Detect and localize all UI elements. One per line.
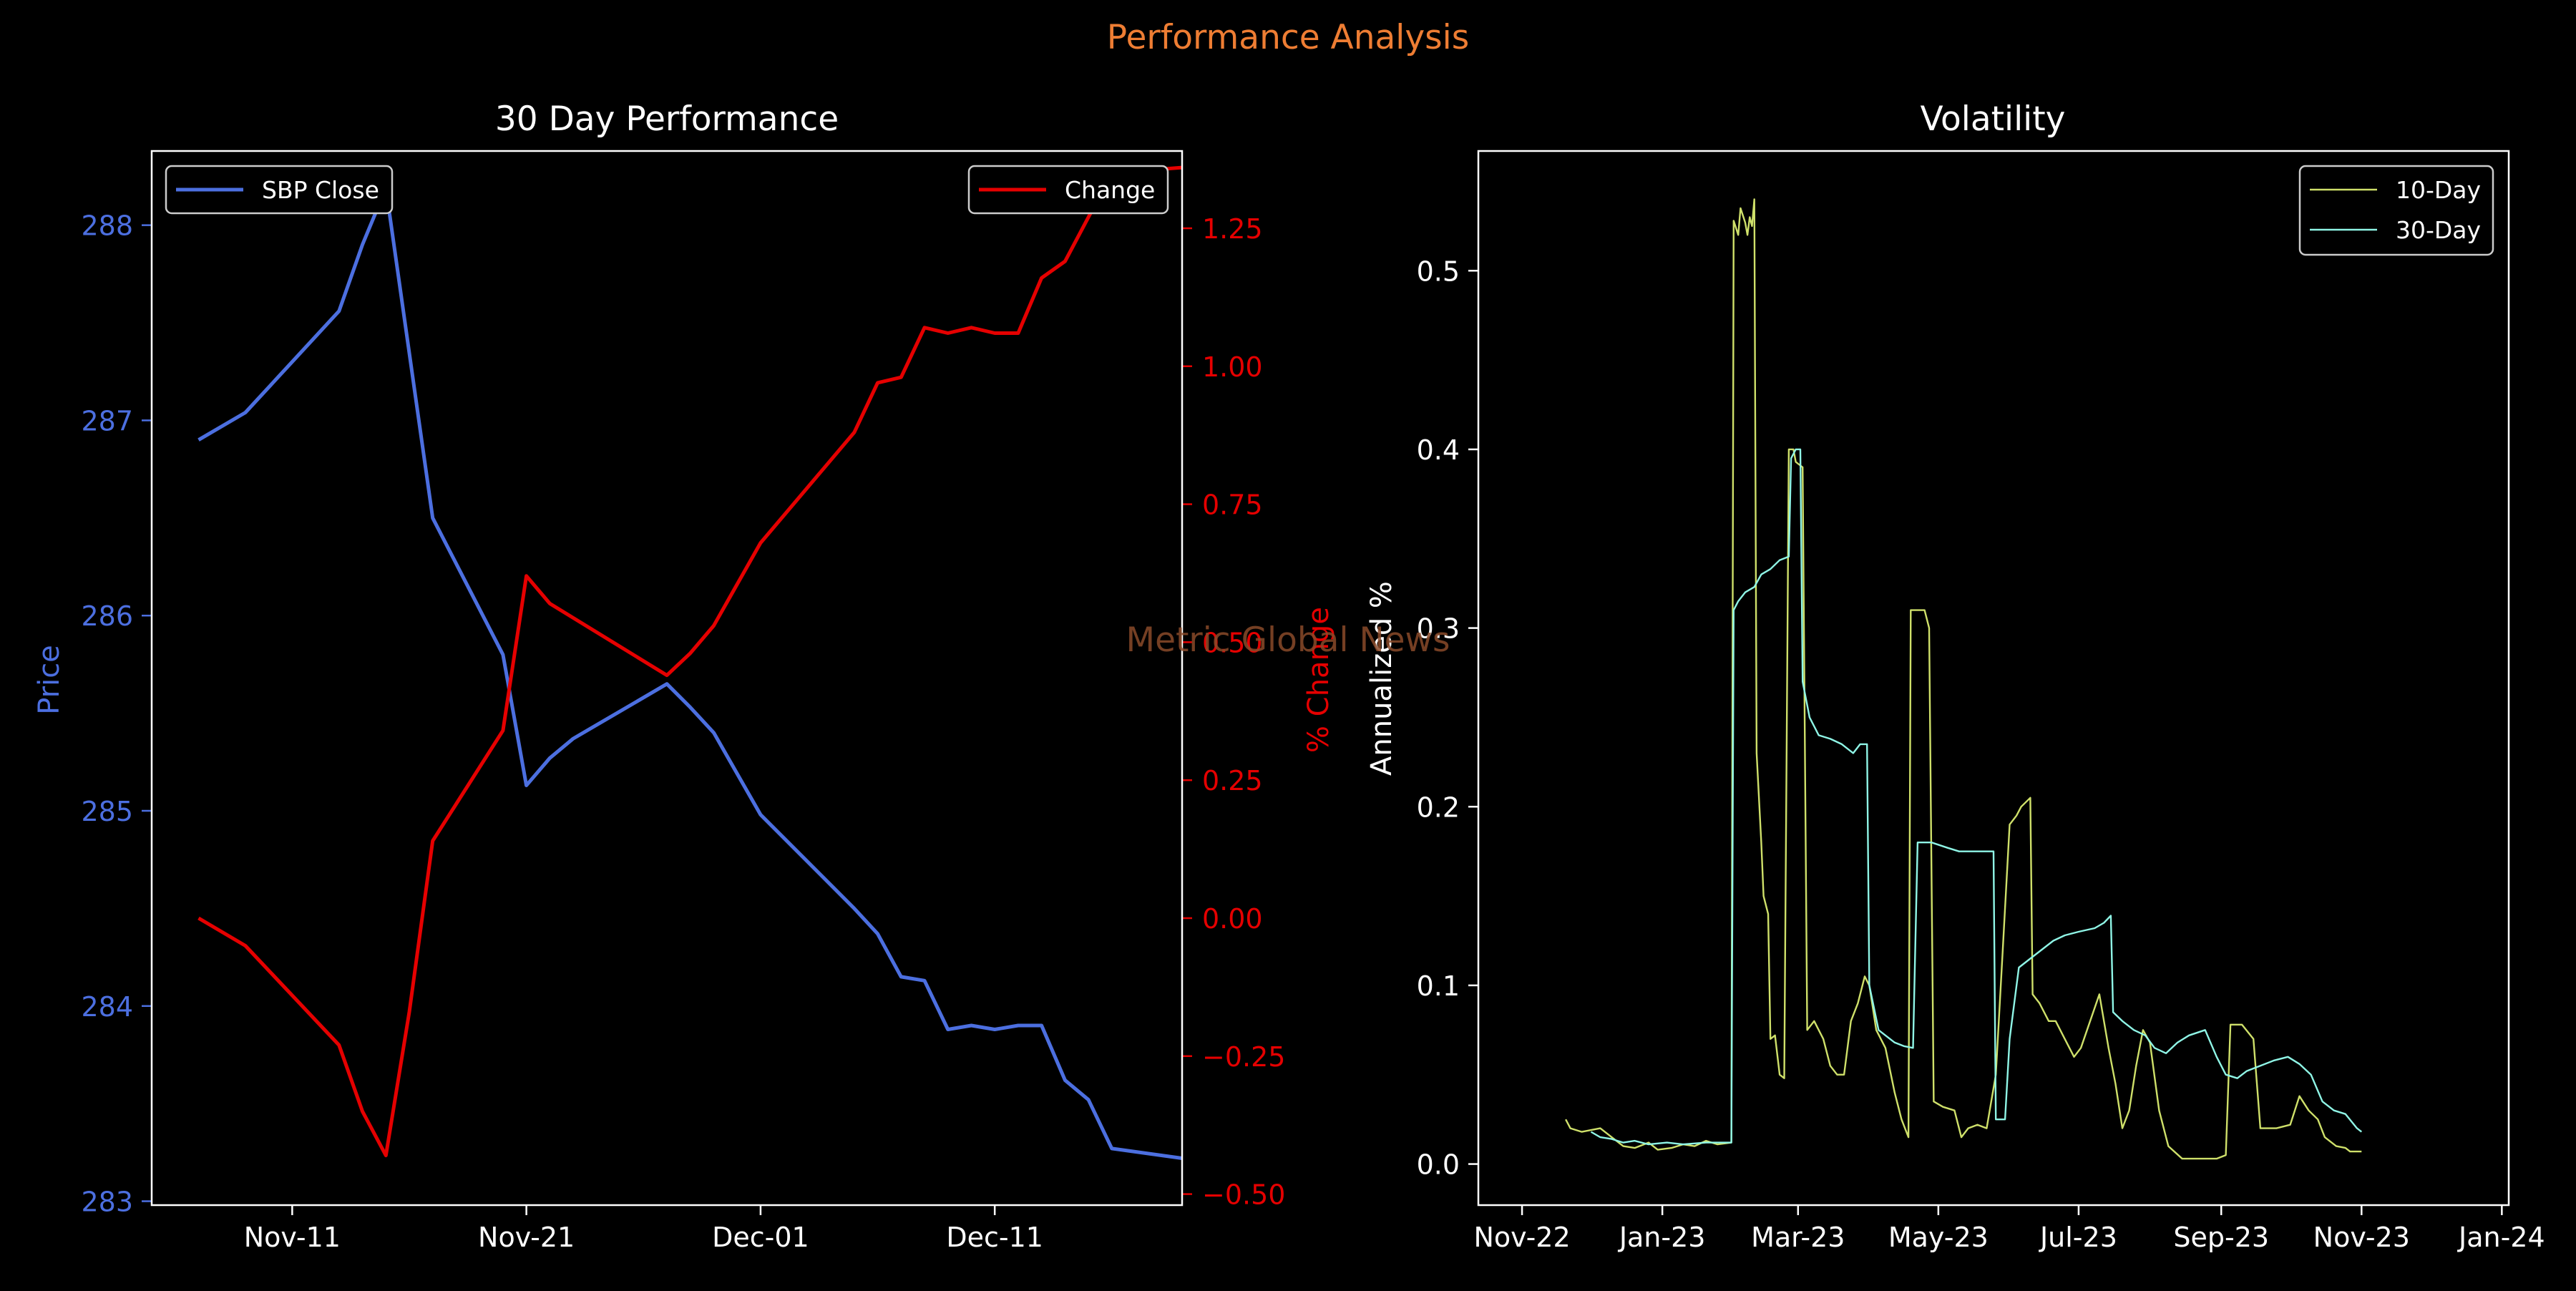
left-y-tick-label: 286 <box>81 600 133 632</box>
left-y2-tick-label: 1.00 <box>1202 351 1263 383</box>
left-y-tick-label: 283 <box>81 1187 133 1218</box>
left-y-tick-label: 285 <box>81 796 133 827</box>
legend-volatility: 10-Day 30-Day <box>2298 165 2494 256</box>
legend-change: Change <box>967 165 1169 215</box>
left-y2-tick-label: 0.25 <box>1202 765 1263 796</box>
right-title: Volatility <box>1921 99 2066 139</box>
series-10-day-line <box>1565 198 2362 1160</box>
left-y-ticks: 283 284 285 286 287 288 <box>81 210 152 1218</box>
left-x-tick-label: Dec-01 <box>712 1222 809 1253</box>
left-y2-tick-label: −0.50 <box>1202 1179 1285 1211</box>
left-x-tick-label: Nov-21 <box>478 1222 575 1253</box>
left-y2-axis-label: % Change <box>1302 607 1335 753</box>
right-x-tick-label: Jul-23 <box>2039 1222 2117 1253</box>
left-y2-tick-label: −0.25 <box>1202 1041 1285 1073</box>
left-plot-frame <box>150 150 1184 1207</box>
left-y2-ticks: −0.50 −0.25 0.00 0.25 0.50 0.75 1.00 1.25 <box>1182 213 1285 1211</box>
left-title: 30 Day Performance <box>495 99 839 139</box>
watermark-text: Metric Global News <box>1126 620 1450 660</box>
right-y-tick-label: 0.0 <box>1417 1149 1460 1181</box>
right-y-tick-label: 0.1 <box>1417 970 1460 1002</box>
right-x-tick-label: Jan-23 <box>1618 1222 1706 1253</box>
right-x-tick-label: Mar-23 <box>1751 1222 1845 1253</box>
left-y-tick-label: 288 <box>81 210 133 242</box>
series-change-line <box>197 165 1182 1158</box>
left-x-ticks: Nov-11 Nov-21 Dec-01 Dec-11 <box>244 1205 1043 1253</box>
right-plot-frame <box>1477 150 2510 1207</box>
left-y-tick-label: 287 <box>81 405 133 437</box>
right-y-tick-label: 0.5 <box>1417 255 1460 287</box>
left-x-tick-label: Nov-11 <box>244 1222 341 1253</box>
right-x-tick-label: Sep-23 <box>2173 1222 2269 1253</box>
legend-30-day-label: 30-Day <box>2396 216 2481 244</box>
right-y-axis-label: Annualized % <box>1365 581 1398 776</box>
right-y-tick-label: 0.2 <box>1417 791 1460 823</box>
right-x-tick-label: May-23 <box>1888 1222 1989 1253</box>
legend-sbp-close-label: SBP Close <box>262 176 379 204</box>
right-y-tick-label: 0.4 <box>1417 434 1460 466</box>
legend-10-day-label: 10-Day <box>2396 176 2481 204</box>
legend-change-label: Change <box>1065 176 1155 204</box>
right-x-tick-label: Nov-22 <box>1473 1222 1570 1253</box>
left-x-tick-label: Dec-11 <box>946 1222 1043 1253</box>
right-x-tick-label: Jan-24 <box>2457 1222 2545 1253</box>
left-y-axis-label: Price <box>33 645 66 715</box>
left-y2-tick-label: 0.75 <box>1202 489 1263 521</box>
left-y2-tick-label: 0.50 <box>1202 627 1263 658</box>
left-y2-tick-label: 1.25 <box>1202 213 1263 245</box>
left-panel: 30 Day Performance Nov-11 Nov-21 Dec-01 Dec… <box>33 99 1335 1253</box>
right-x-ticks: Nov-22 Jan-23 Mar-23 May-23 Jul-23 Sep-23 Nov-… <box>1473 1205 2545 1253</box>
series-sbp-close-line <box>197 186 1182 1160</box>
figure-suptitle: Performance Analysis <box>1107 18 1469 57</box>
right-x-tick-label: Nov-23 <box>2313 1222 2410 1253</box>
right-y-tick-label: 0.3 <box>1417 613 1460 645</box>
right-y-ticks: 0.0 0.1 0.2 0.3 0.4 0.5 <box>1417 255 1478 1181</box>
right-panel: Volatility Nov-22 Jan-23 Mar-23 May-23 Jul-2… <box>1365 99 2545 1253</box>
left-y-tick-label: 284 <box>81 991 133 1023</box>
left-y2-tick-label: 0.00 <box>1202 903 1263 935</box>
legend-sbp-close: SBP Close <box>165 165 394 215</box>
series-30-day-line <box>1590 448 2363 1146</box>
